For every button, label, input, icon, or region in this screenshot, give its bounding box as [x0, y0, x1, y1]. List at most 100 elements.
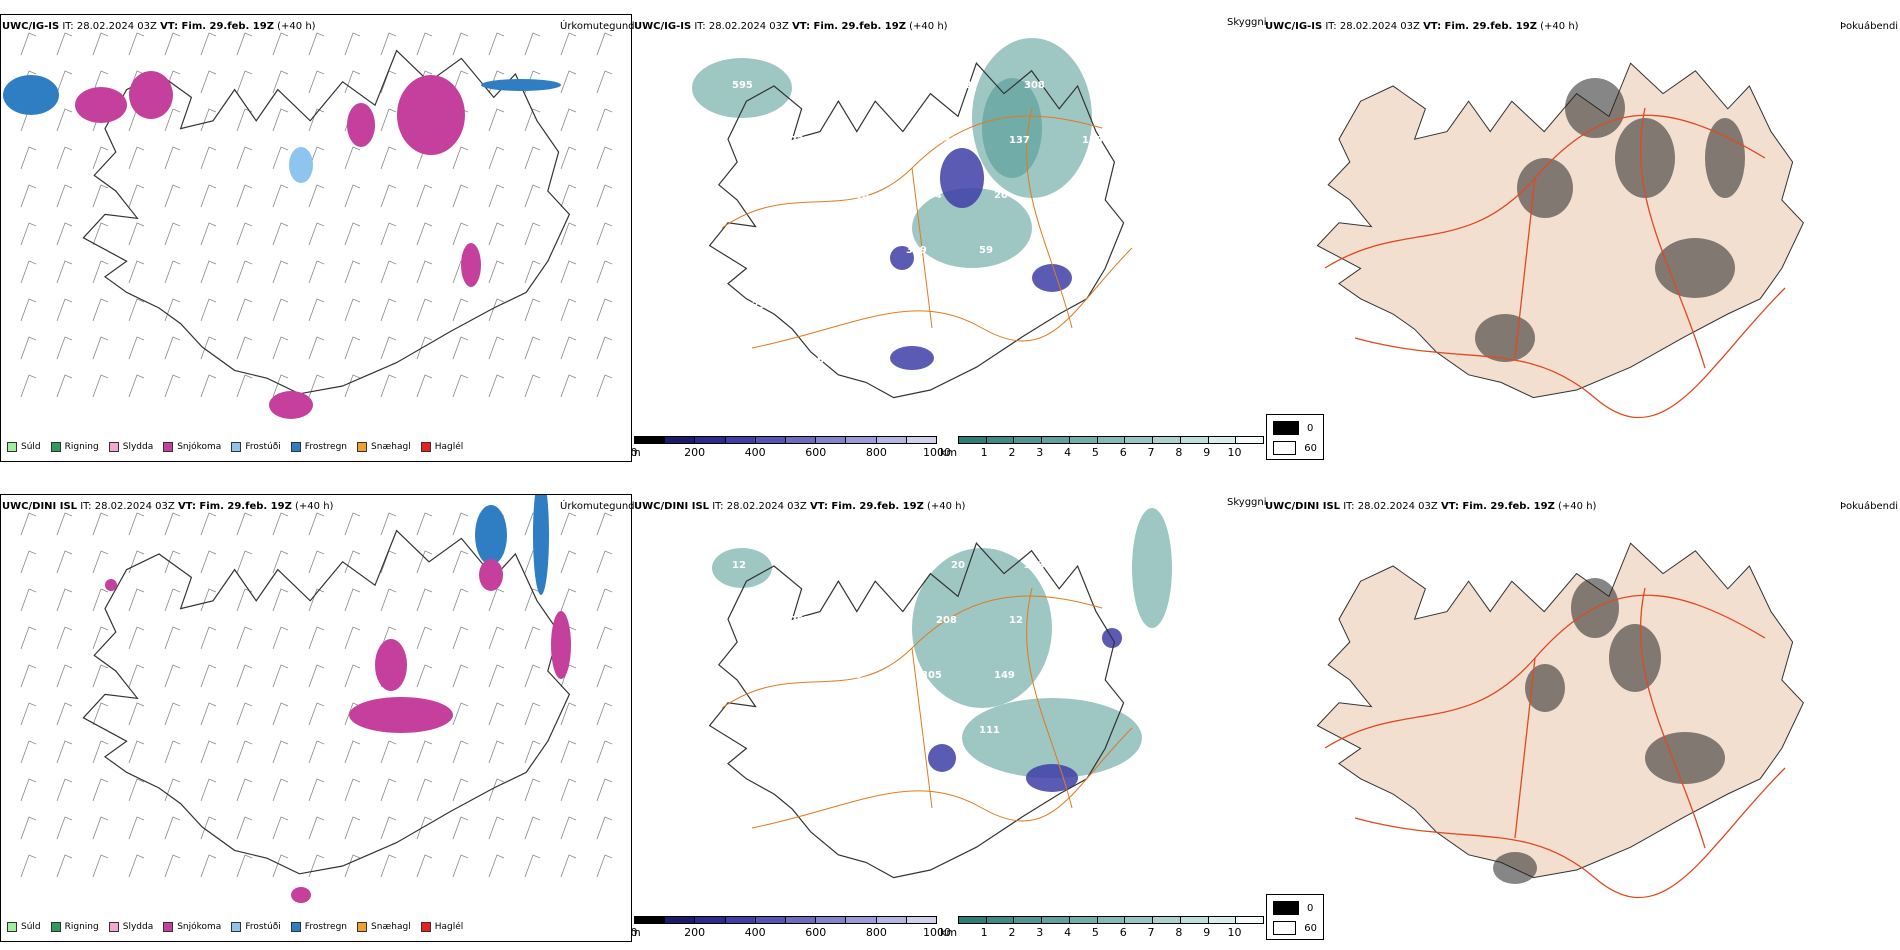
wind-barb	[452, 336, 469, 360]
wind-barb	[380, 816, 397, 840]
wind-barb	[92, 32, 109, 56]
wind-barb	[344, 298, 361, 322]
wind-barb	[488, 702, 505, 726]
wind-barb	[200, 626, 217, 650]
wind-barb	[92, 740, 109, 764]
wind-barb	[92, 184, 109, 208]
wind-barb	[92, 222, 109, 246]
wind-barb	[452, 298, 469, 322]
wind-barb	[128, 298, 145, 322]
wind-barb	[416, 664, 433, 688]
wind-barb	[380, 108, 397, 132]
legend-swatch	[50, 442, 61, 452]
precip-legend-item: Frostregn	[290, 922, 347, 932]
scale-color-step	[846, 437, 877, 443]
panel-precip-type-top: Súld Rigning Slydda Snjókoma Frostúði Frostre…	[0, 14, 632, 462]
wind-barb	[92, 588, 109, 612]
wind-barb	[308, 184, 325, 208]
scale-color-step	[1236, 917, 1264, 923]
panel-header-6: UWC/DINI ISL IT: 28.02.2024 03Z VT: Fim.…	[1265, 501, 1597, 512]
wind-barb	[380, 854, 397, 878]
wind-barb	[92, 854, 109, 878]
legend-swatch	[357, 922, 368, 932]
precip-legend-item: Snæhagl	[357, 442, 411, 452]
scale-tick-label: 8	[1175, 446, 1183, 459]
scale-color-step	[1153, 437, 1181, 443]
wind-barb	[20, 146, 37, 170]
scale-tick-label: 0	[630, 926, 638, 939]
very-low-visibility-area	[890, 246, 914, 270]
visibility-value-label: 237	[949, 355, 970, 366]
scale-color-step	[1125, 437, 1154, 443]
visibility-value-label: 139	[1082, 135, 1103, 146]
wind-barb	[92, 664, 109, 688]
fog-area	[1525, 664, 1565, 712]
wind-barb	[380, 146, 397, 170]
visibility-value-label: 77	[1082, 615, 1096, 626]
wind-barb	[596, 222, 613, 246]
precip-legend-item: Snjókoma	[163, 922, 221, 932]
wind-barb	[200, 298, 217, 322]
legend-swatch	[163, 442, 174, 452]
precip-area	[347, 103, 375, 147]
wind-barb	[596, 588, 613, 612]
legend-swatch	[163, 922, 174, 932]
wind-barb	[524, 374, 541, 398]
wind-barb	[272, 146, 289, 170]
wind-barb	[560, 740, 577, 764]
wind-barb	[524, 222, 541, 246]
wind-barb	[128, 374, 145, 398]
wind-barb	[452, 70, 469, 94]
scale-color-step	[906, 917, 937, 923]
road	[1354, 287, 1786, 419]
wind-barb	[524, 298, 541, 322]
wind-barb	[128, 146, 145, 170]
scale-tick-label: 1000	[923, 926, 951, 939]
wind-barb	[236, 260, 253, 284]
wind-barb	[92, 778, 109, 802]
wind-barb	[272, 260, 289, 284]
low-visibility-area	[1132, 508, 1172, 628]
wind-barb	[164, 550, 181, 574]
wind-barb	[20, 512, 37, 536]
wind-barb	[200, 778, 217, 802]
wind-barb	[416, 512, 433, 536]
wind-barb	[272, 374, 289, 398]
visibility-value-label: 258	[1022, 355, 1043, 366]
scale-tick-label: 4	[1064, 446, 1072, 459]
wind-barb	[200, 512, 217, 536]
wind-barb	[200, 854, 217, 878]
visibility-value-label: 311	[863, 135, 884, 146]
low-visibility-area	[912, 548, 1052, 708]
wind-barb	[308, 70, 325, 94]
visibility-value-label: 306	[863, 615, 884, 626]
wind-barb	[488, 664, 505, 688]
wind-barb	[236, 816, 253, 840]
wind-barb	[56, 664, 73, 688]
visibility-value-label: 244	[1110, 300, 1131, 311]
wind-barb	[200, 702, 217, 726]
scale-color-step	[1069, 437, 1098, 443]
wind-barb	[344, 854, 361, 878]
wind-barb	[92, 512, 109, 536]
legend-swatch	[290, 922, 301, 932]
scale-tick-label: 8	[1175, 926, 1183, 939]
wind-barb	[344, 664, 361, 688]
wind-barb	[164, 336, 181, 360]
wind-barb	[272, 816, 289, 840]
wind-barb	[560, 588, 577, 612]
wind-barb	[488, 108, 505, 132]
wind-barb	[236, 146, 253, 170]
scale-tick-label: 6	[1119, 926, 1127, 939]
wind-barb	[20, 816, 37, 840]
scale-color-step	[786, 917, 817, 923]
visibility-value-label: 268	[878, 80, 899, 91]
wind-barb	[380, 32, 397, 56]
wind-barb	[452, 778, 469, 802]
wind-barb	[560, 512, 577, 536]
map-fog-bottom	[1316, 542, 1804, 899]
wind-barb	[524, 588, 541, 612]
wind-barb	[128, 588, 145, 612]
wind-barb	[524, 32, 541, 56]
legend-label: Slydda	[122, 442, 154, 452]
